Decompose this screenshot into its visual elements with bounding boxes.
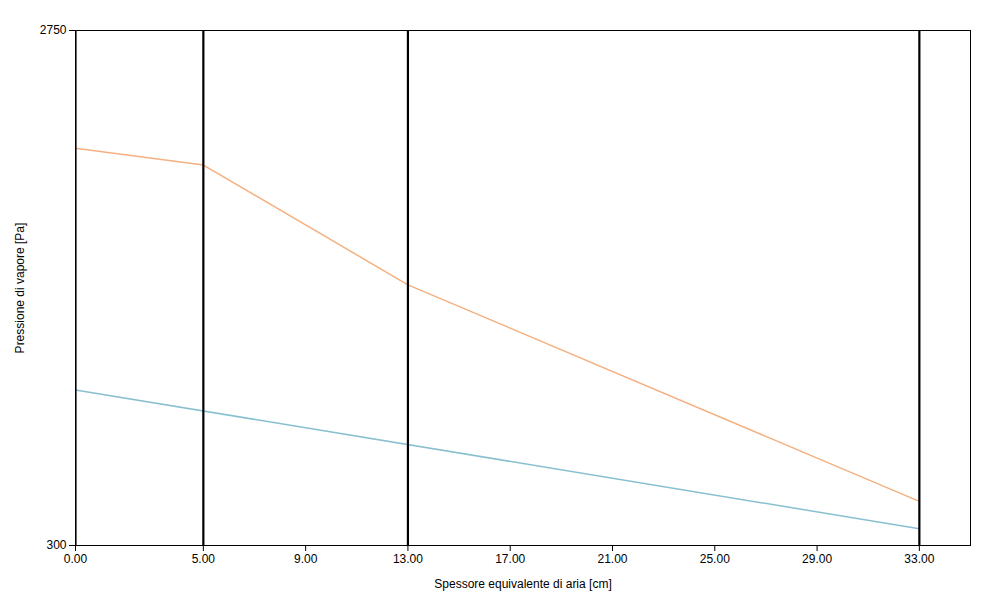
svg-text:Spessore equivalente di aria [: Spessore equivalente di aria [cm]: [434, 577, 611, 591]
svg-text:9.00: 9.00: [294, 552, 318, 566]
svg-text:5.00: 5.00: [192, 552, 216, 566]
svg-text:13.00: 13.00: [393, 552, 423, 566]
svg-text:25.00: 25.00: [700, 552, 730, 566]
svg-text:33.00: 33.00: [904, 552, 934, 566]
svg-text:Pressione di vapore [Pa]: Pressione di vapore [Pa]: [13, 223, 27, 354]
svg-text:17.00: 17.00: [495, 552, 525, 566]
svg-text:21.00: 21.00: [597, 552, 627, 566]
svg-text:0.00: 0.00: [64, 552, 88, 566]
svg-text:29.00: 29.00: [802, 552, 832, 566]
svg-text:2750: 2750: [40, 23, 67, 37]
svg-text:300: 300: [46, 538, 66, 552]
